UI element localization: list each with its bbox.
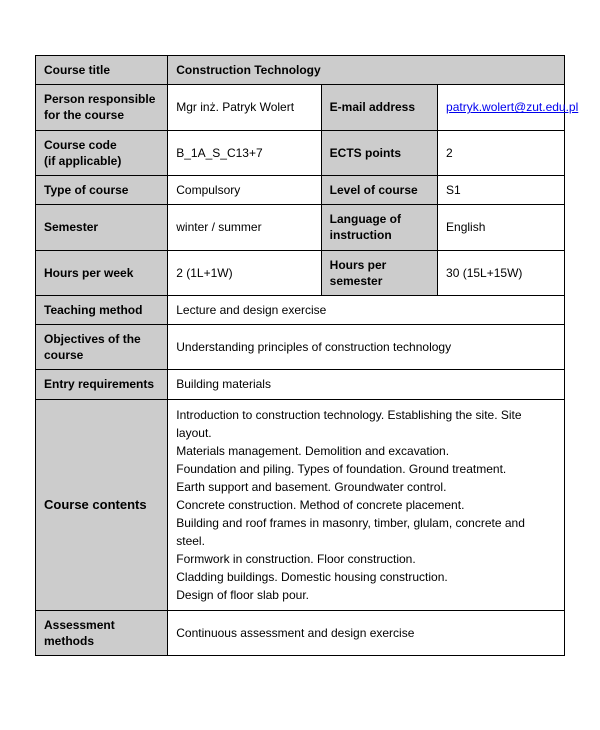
value-teaching-method: Lecture and design exercise — [168, 295, 565, 324]
label-email: E-mail address — [321, 85, 437, 130]
value-language: English — [438, 205, 565, 250]
label-course-code: Course code (if applicable) — [36, 130, 168, 175]
label-teaching-method: Teaching method — [36, 295, 168, 324]
label-ects: ECTS points — [321, 130, 437, 175]
value-objectives: Understanding principles of construction… — [168, 325, 565, 370]
label-hpw: Hours per week — [36, 250, 168, 295]
value-assessment: Continuous assessment and design exercis… — [168, 610, 565, 655]
label-entry-req: Entry requirements — [36, 370, 168, 399]
label-type-of-course: Type of course — [36, 175, 168, 204]
label-language: Language of instruction — [321, 205, 437, 250]
value-course-code: B_1A_S_C13+7 — [168, 130, 321, 175]
value-person-responsible: Mgr inż. Patryk Wolert — [168, 85, 321, 130]
label-objectives: Objectives of the course — [36, 325, 168, 370]
course-table: Course title Construction Technology Per… — [35, 55, 565, 656]
value-ects: 2 — [438, 130, 565, 175]
label-semester: Semester — [36, 205, 168, 250]
value-entry-req: Building materials — [168, 370, 565, 399]
value-level: S1 — [438, 175, 565, 204]
label-hps: Hours per semester — [321, 250, 437, 295]
document-page: Course title Construction Technology Per… — [0, 0, 600, 696]
label-level: Level of course — [321, 175, 437, 204]
value-semester: winter / summer — [168, 205, 321, 250]
value-email-cell: patryk.wolert@zut.edu.pl — [438, 85, 565, 130]
value-hpw: 2 (1L+1W) — [168, 250, 321, 295]
value-hps: 30 (15L+15W) — [438, 250, 565, 295]
label-person-responsible: Person responsible for the course — [36, 85, 168, 130]
value-course-title: Construction Technology — [168, 56, 565, 85]
label-assessment: Assessment methods — [36, 610, 168, 655]
label-course-title: Course title — [36, 56, 168, 85]
value-contents: Introduction to construction technology.… — [168, 399, 565, 610]
email-link[interactable]: patryk.wolert@zut.edu.pl — [446, 100, 578, 114]
value-type-of-course: Compulsory — [168, 175, 321, 204]
label-contents: Course contents — [36, 399, 168, 610]
